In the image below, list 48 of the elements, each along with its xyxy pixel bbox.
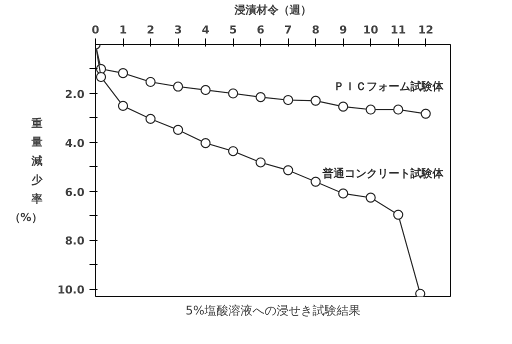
point <box>420 108 431 119</box>
point <box>118 100 128 111</box>
point <box>145 76 156 88</box>
x-tick-label: 2 <box>146 24 154 36</box>
y-tick-label: 6.0 <box>65 186 85 199</box>
point <box>366 104 376 115</box>
text: 5%塩酸溶液への浸せき試験結果 <box>185 304 361 318</box>
point <box>172 124 184 135</box>
x-tick-label: 12 <box>418 24 434 36</box>
point <box>228 88 238 99</box>
point <box>145 114 156 124</box>
y-tick-label: 2.0 <box>65 88 85 101</box>
point <box>310 176 321 187</box>
point <box>393 210 404 220</box>
y-tick-label: 8.0 <box>65 234 85 248</box>
point <box>172 81 184 92</box>
y-tick-label: 10.0 <box>57 284 85 297</box>
x-tick-label: 6 <box>256 24 265 36</box>
y-axis-title: 重量減少率（%） <box>9 116 44 224</box>
point <box>310 96 321 106</box>
x-tick-label: 7 <box>284 24 292 36</box>
x-tick-label: 8 <box>312 24 320 36</box>
series-label: ＰＩＣフォーム試験体 <box>334 80 445 93</box>
point <box>96 72 106 82</box>
point <box>228 146 238 156</box>
x-axis-title: 浸漬材令（週） <box>234 4 312 16</box>
x-tick-label: 4 <box>202 24 210 36</box>
x-tick-label: 0 <box>92 24 100 36</box>
point <box>256 92 266 102</box>
x-tick-label: 9 <box>339 24 348 36</box>
point <box>366 192 376 203</box>
point <box>200 138 211 148</box>
x-tick-label: 10 <box>363 24 379 36</box>
point <box>338 102 348 112</box>
y-tick-label: 4.0 <box>65 136 85 150</box>
point <box>200 84 211 96</box>
point <box>415 288 426 296</box>
point <box>118 68 128 78</box>
point <box>283 165 294 176</box>
x-tick-label: 5 <box>229 24 237 36</box>
point <box>256 157 266 168</box>
point <box>393 104 404 115</box>
point <box>283 94 294 106</box>
x-tick-label: 1 <box>119 24 127 36</box>
x-tick-label: 3 <box>174 24 182 36</box>
series-label: 普通コンクリート試験体 <box>322 166 445 180</box>
point <box>338 188 348 199</box>
x-tick-label: 11 <box>390 24 406 36</box>
